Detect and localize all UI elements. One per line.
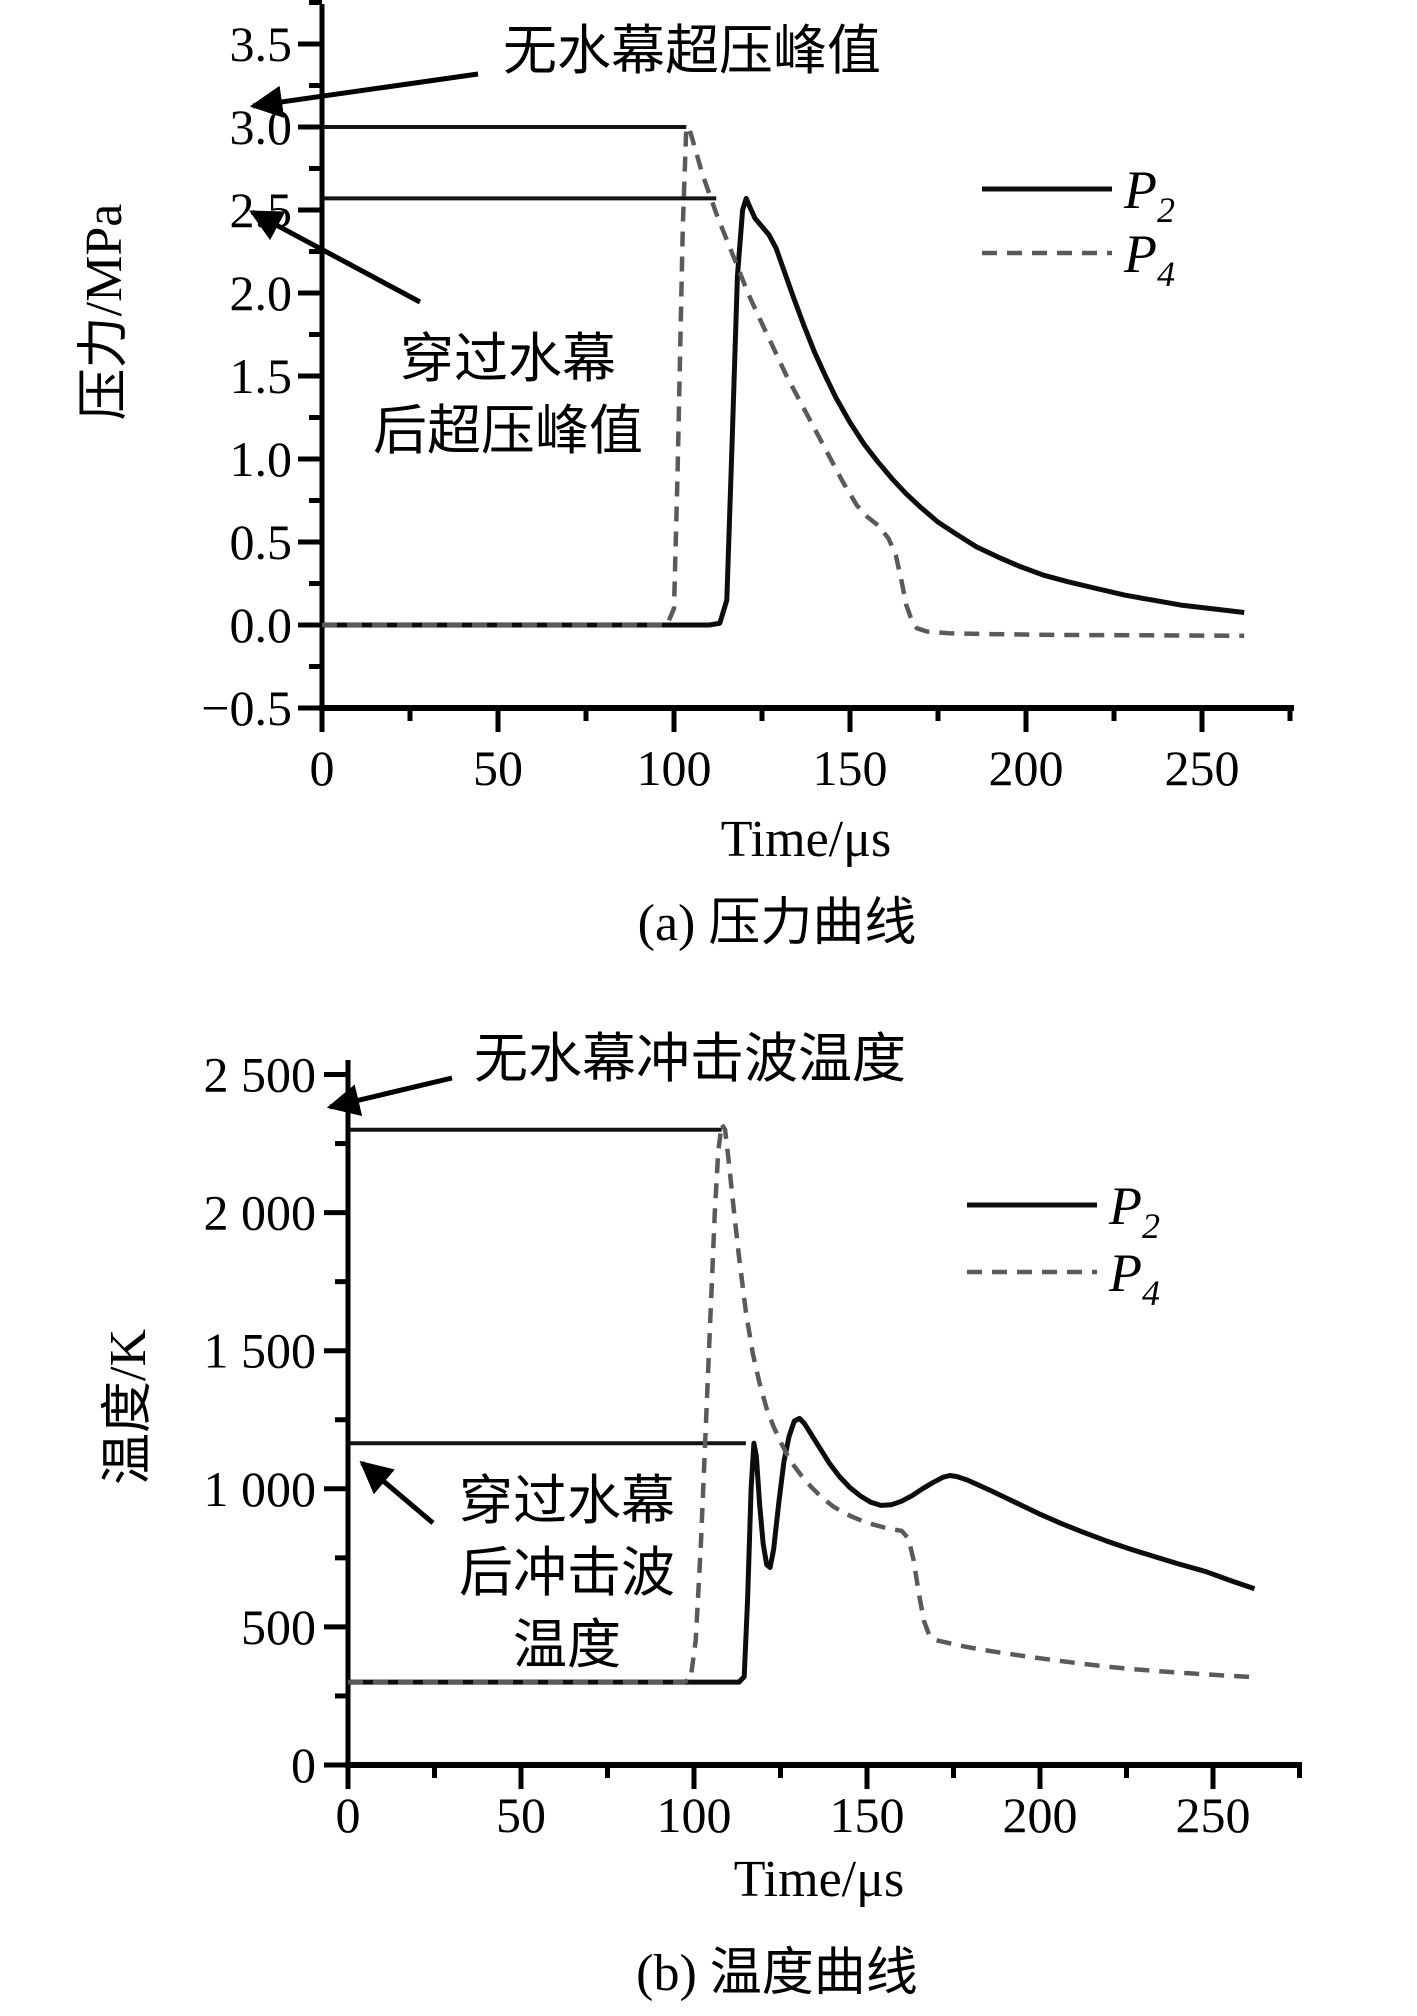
annotation-through-water-curtain-shock-temperature-line: 温度: [513, 1615, 621, 1675]
y-tick-label: 1.0: [230, 431, 293, 487]
series-P2-curve: [322, 195, 1245, 628]
x-tick-label: 150: [813, 740, 888, 796]
temperature-chart-panel: 0 50 100 150 200 250 0 500 1 000 1 500 2 000 2 500 P…: [100, 1029, 1302, 2002]
series-P4-curve: [348, 1121, 1255, 1685]
y-tick-label: 1.5: [230, 348, 293, 404]
x-tick-label: 50: [496, 1787, 546, 1843]
y-tick-label: 500: [241, 1599, 316, 1655]
legend-label-P4: P4: [1123, 224, 1175, 294]
x-tick-label: 50: [473, 740, 523, 796]
annotation-no-water-curtain-shock-temperature-line: 无水幕冲击波温度: [474, 1029, 906, 1089]
y-axis-title: 温度/K: [100, 1329, 157, 1485]
x-axis-title: Time/μs: [734, 1851, 904, 1908]
x-tick-label: 150: [830, 1787, 905, 1843]
chart-caption: (b) 温度曲线: [636, 1945, 918, 2002]
pressure-chart-panel: 0 50 100 150 200 250−0.50.00.51.01.52.02.53.0…: [76, 0, 1294, 952]
y-tick-label: 2.0: [230, 265, 293, 321]
annotation-no-water-curtain-shock-temperature-arrow: [326, 1075, 453, 1117]
y-tick-label: 0.0: [230, 597, 293, 653]
x-tick-label: 200: [1003, 1787, 1078, 1843]
series-P2-curve: [348, 1415, 1256, 1685]
y-tick-label: 2 000: [204, 1185, 317, 1241]
annotation-through-water-curtain-shock-temperature-line: 穿过水幕: [459, 1471, 675, 1531]
y-tick-label: −0.5: [201, 680, 292, 736]
annotation-no-water-curtain-peak-arrow: [249, 71, 479, 118]
x-tick-label: 250: [1176, 1787, 1251, 1843]
y-axis-title: 压力/MPa: [76, 204, 133, 421]
annotation-through-water-curtain-peak-line: 穿过水幕: [400, 329, 616, 389]
x-axis-title: Time/μs: [721, 811, 891, 868]
legend-label-P2: P2: [1108, 1176, 1160, 1246]
series-P4-curve: [322, 124, 1245, 639]
annotation-through-water-curtain-shock-temperature-line: 后冲击波: [459, 1543, 675, 1603]
x-tick-label: 100: [637, 740, 712, 796]
x-tick-label: 0: [310, 740, 335, 796]
annotation-through-water-curtain-peak-line: 后超压峰值: [373, 401, 643, 461]
x-tick-label: 100: [657, 1787, 732, 1843]
y-tick-label: 1 000: [204, 1461, 317, 1517]
legend-label-P2: P2: [1123, 160, 1175, 230]
chart-caption: (a) 压力曲线: [638, 895, 917, 952]
x-tick-label: 0: [336, 1787, 361, 1843]
y-tick-label: 0: [291, 1737, 316, 1793]
annotation-through-water-curtain-peak-arrow: [249, 209, 422, 305]
annotation-no-water-curtain-peak-line: 无水幕超压峰值: [503, 21, 881, 81]
x-tick-label: 200: [989, 740, 1064, 796]
x-tick-label: 250: [1165, 740, 1240, 796]
legend-label-P4: P4: [1108, 1243, 1160, 1313]
y-tick-label: 3.5: [230, 16, 293, 72]
y-tick-label: 0.5: [230, 514, 293, 570]
y-tick-label: 1 500: [204, 1323, 317, 1379]
y-tick-label: 2 500: [204, 1047, 317, 1103]
annotation-through-water-curtain-shock-temperature-arrow: [359, 1460, 435, 1525]
